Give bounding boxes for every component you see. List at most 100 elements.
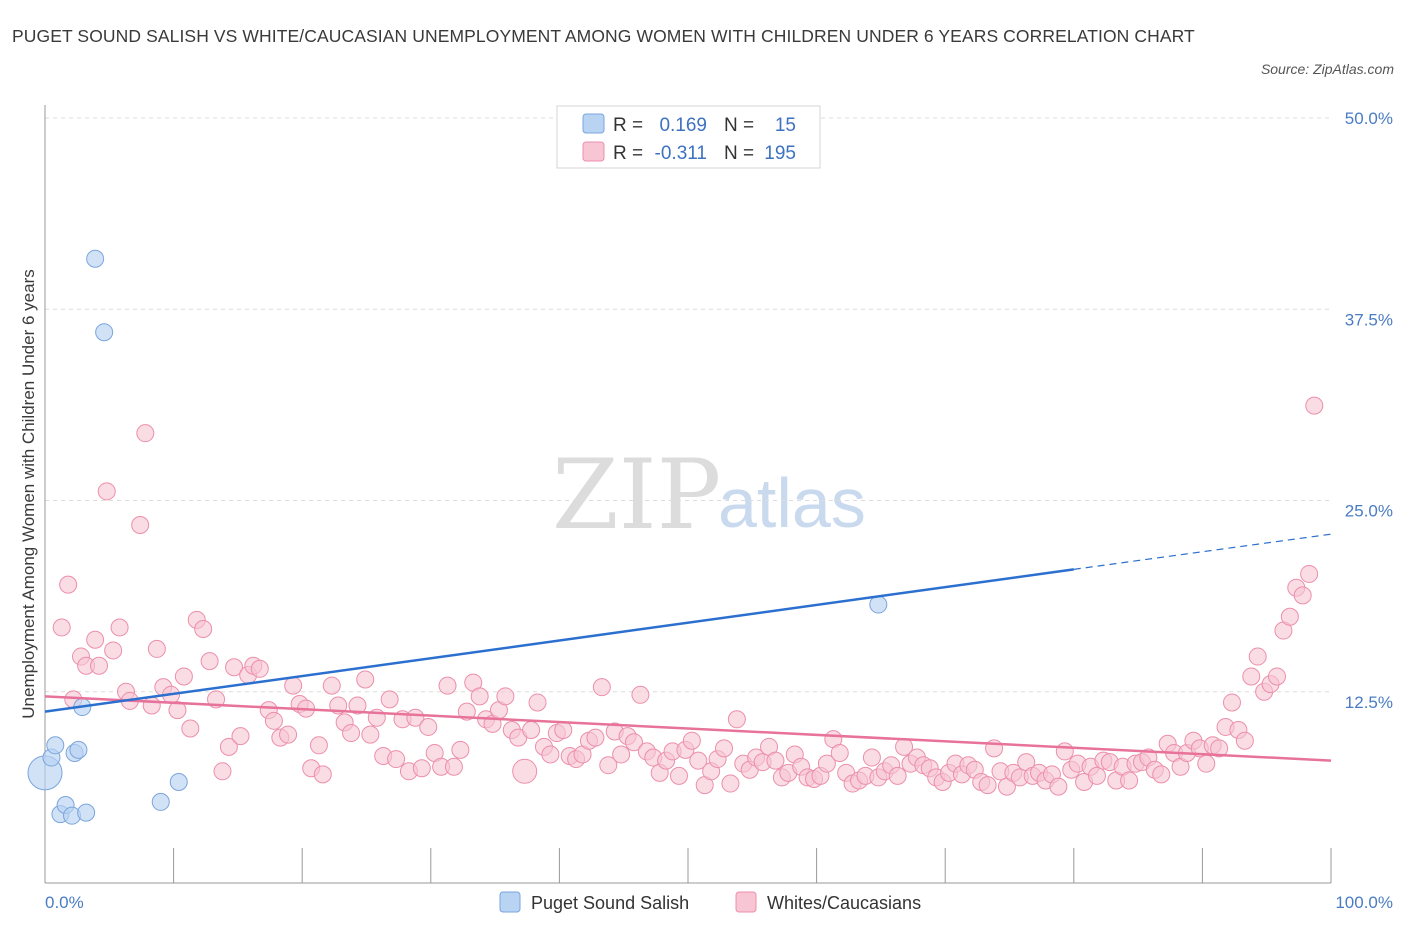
puget-sound-salish-point: [95, 323, 114, 342]
whites-caucasians-point: [512, 758, 538, 784]
chart-source: Source: ZipAtlas.com: [1260, 61, 1394, 77]
whites-caucasians-point: [631, 685, 650, 704]
whites-caucasians-point: [727, 710, 746, 729]
whites-caucasians-point: [322, 676, 341, 695]
whites-caucasians-point: [1300, 564, 1319, 583]
whites-caucasians-point: [599, 756, 618, 775]
legend-n-value-blue: 15: [775, 115, 796, 136]
whites-caucasians-point: [348, 696, 367, 715]
whites-caucasians-point: [52, 618, 71, 637]
whites-caucasians-point: [213, 762, 232, 781]
whites-caucasians-point: [86, 630, 105, 649]
whites-caucasians-point: [59, 575, 78, 594]
puget-sound-salish-point: [151, 792, 170, 811]
whites-caucasians-point: [528, 693, 547, 712]
legend-r-label-blue: R =: [613, 115, 643, 136]
whites-caucasians-point: [104, 641, 123, 660]
whites-caucasians-point: [1242, 667, 1261, 686]
series-legend-label-pink: Whites/Caucasians: [767, 893, 921, 913]
whites-caucasians-point: [313, 765, 332, 784]
x-tick-label-max: 100.0%: [1335, 893, 1393, 912]
whites-caucasians-point: [174, 667, 193, 686]
whites-caucasians-point: [194, 620, 213, 639]
whites-caucasians-point: [231, 727, 250, 746]
whites-caucasians-point: [766, 751, 785, 770]
whites-caucasians-point: [309, 736, 328, 755]
whites-caucasians-point: [1049, 777, 1068, 796]
whites-caucasians-point: [250, 659, 269, 678]
series-legend-swatch-blue: [499, 891, 521, 913]
whites-caucasians-point: [1197, 754, 1216, 773]
whites-caucasians-point: [380, 690, 399, 709]
whites-caucasians-point: [1087, 766, 1106, 785]
puget-sound-salish-point: [86, 249, 105, 268]
puget-sound-salish-point: [77, 803, 96, 822]
whites-caucasians-point: [554, 721, 573, 739]
legend-r-value-pink: -0.311: [655, 143, 707, 164]
y-axis-label: Unemployment Among Women with Children U…: [19, 269, 38, 718]
whites-caucasians-point: [978, 776, 997, 795]
watermark-zip: ZIP: [552, 439, 721, 551]
whites-caucasians-point: [181, 719, 200, 738]
y-tick-labels: 12.5% 25.0% 37.5% 50.0%: [1345, 109, 1393, 712]
y-tick-label: 12.5%: [1345, 693, 1393, 712]
stats-legend: R = 0.169 N = 15 R = -0.311 N = 195: [556, 105, 821, 169]
whites-caucasians-point: [1120, 771, 1139, 790]
whites-caucasians-point: [496, 687, 515, 706]
whites-caucasians-point: [451, 740, 470, 759]
y-tick-label: 50.0%: [1345, 109, 1393, 128]
whites-caucasians-point: [1267, 667, 1286, 686]
whites-caucasians-point: [361, 725, 380, 744]
legend-n-value-pink: 195: [764, 143, 796, 164]
whites-caucasians-point: [1235, 731, 1254, 750]
whites-caucasians-point: [264, 711, 283, 730]
puget-sound-salish-point: [69, 740, 88, 759]
legend-r-label-pink: R =: [613, 143, 643, 164]
whites-caucasians-point: [438, 676, 457, 695]
series-legend: Puget Sound Salish Whites/Caucasians: [499, 891, 921, 913]
y-tick-label: 25.0%: [1345, 502, 1393, 521]
whites-caucasians-point: [90, 656, 109, 675]
whites-caucasians-point: [279, 725, 298, 744]
whites-caucasians-trendline: [44, 695, 1332, 762]
legend-swatch-pink: [582, 141, 605, 162]
legend-n-label-pink: N =: [724, 143, 754, 164]
whites-caucasians-point: [110, 618, 129, 637]
watermark-atlas: atlas: [718, 464, 866, 542]
whites-caucasians-point: [612, 745, 631, 764]
trendlines: [44, 533, 1332, 762]
legend-n-label-blue: N =: [724, 115, 754, 136]
whites-caucasians-point: [147, 639, 166, 658]
whites-caucasians-point: [419, 717, 438, 736]
puget-sound-salish-point: [869, 595, 888, 614]
whites-caucasians-point: [862, 748, 881, 767]
x-axis-ticks: [44, 848, 1332, 883]
whites-caucasians-point: [457, 702, 476, 721]
whites-caucasians-point: [522, 721, 541, 739]
whites-caucasians-point: [219, 737, 238, 756]
whites-caucasians-point: [284, 676, 303, 695]
whites-caucasians-point: [131, 515, 150, 534]
whites-caucasians-point: [142, 696, 161, 715]
puget-sound-salish-point: [46, 736, 65, 755]
whites-caucasians-point: [1222, 693, 1241, 712]
whites-caucasians-point: [682, 731, 701, 750]
puget-sound-salish-trendline: [44, 568, 1074, 713]
whites-caucasians-point: [168, 701, 187, 720]
whites-caucasians-point: [817, 754, 836, 773]
whites-caucasians-point: [97, 482, 116, 501]
whites-caucasians-point: [1280, 607, 1299, 626]
whites-caucasians-point: [470, 687, 489, 706]
whites-caucasians-point: [200, 652, 219, 671]
whites-caucasians-point: [444, 757, 463, 776]
whites-caucasians-point: [1210, 739, 1229, 758]
whites-caucasians-point: [1152, 765, 1171, 784]
whites-caucasians-point: [541, 745, 560, 764]
whites-caucasians-point: [342, 724, 361, 743]
whites-caucasians-point: [387, 750, 406, 769]
puget-sound-salish-point: [169, 773, 188, 792]
chart-title: PUGET SOUND SALISH VS WHITE/CAUCASIAN UN…: [12, 26, 1195, 46]
puget-sound-salish-trendline-extension: [1073, 533, 1332, 570]
whites-caucasians-point: [888, 766, 907, 785]
